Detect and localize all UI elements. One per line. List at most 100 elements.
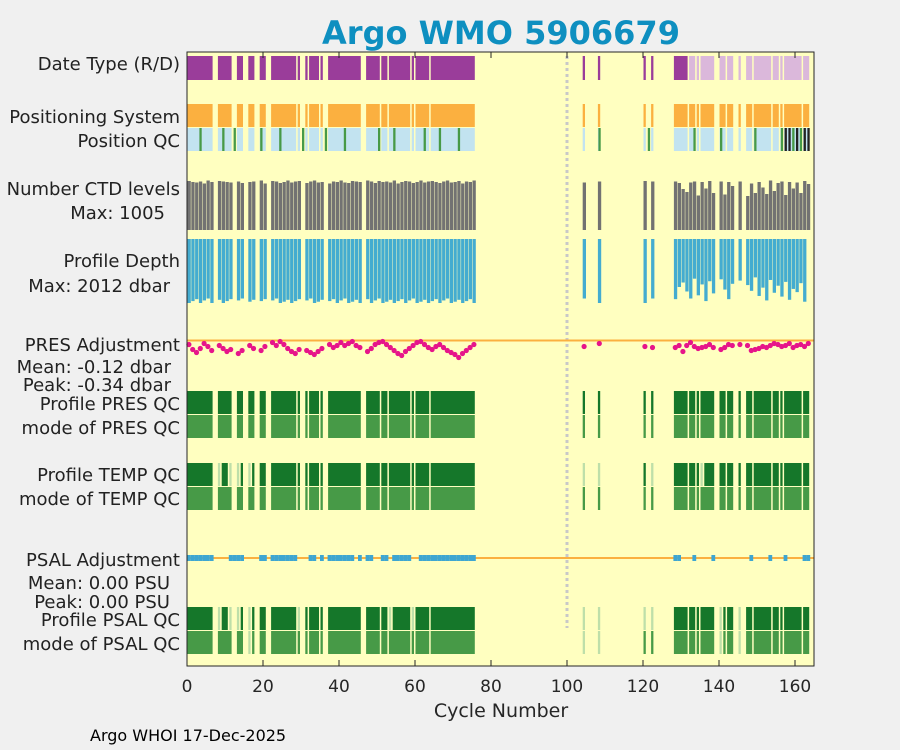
profile-depth-bar (791, 239, 795, 289)
psal-qc-bar (719, 607, 722, 630)
pres-mode-bar (673, 415, 688, 438)
profile-depth-bar (369, 239, 374, 303)
psal-qc-bar (252, 607, 255, 630)
psal-adjustment-point (270, 555, 275, 561)
ctd-levels-bar (689, 182, 693, 230)
chart-title: Argo WMO 5906679 (322, 14, 680, 52)
profile-depth-bar (339, 239, 343, 301)
pres-adjustment-point (380, 338, 386, 345)
ctd-levels-bar (347, 183, 351, 230)
date-type-bar (217, 56, 232, 80)
ctd-levels-bar (761, 187, 765, 230)
pres-mode-bar (597, 415, 601, 438)
pres-adjustment-point (410, 342, 416, 349)
profile-depth-bar (430, 239, 434, 302)
pres-adjustment-point (364, 348, 371, 355)
profile-depth-bar (799, 239, 803, 284)
positioning-bar (271, 104, 297, 127)
profile-depth-bar (407, 239, 412, 301)
profile-depth-bar (445, 239, 450, 299)
footer-credit: Argo WHOI 17-Dec-2025 (90, 726, 286, 745)
psal-qc-bar (217, 607, 221, 630)
profile-depth-bar (248, 239, 252, 302)
psal-adjustment-point (228, 555, 233, 561)
temp-mode-bar (366, 487, 380, 510)
ctd-levels-bar (708, 181, 712, 230)
temp-mode-bar (597, 487, 601, 510)
position-qc-flag (222, 128, 225, 151)
ctd-levels-bar (309, 181, 313, 230)
pres-qc-bar (259, 391, 266, 414)
positioning-bar (248, 104, 255, 127)
temp-mode-bar (803, 487, 810, 510)
pres-adjustment-point (319, 345, 325, 352)
psal-mode-bar (723, 631, 726, 654)
date-type-bar (187, 56, 213, 80)
temp-mode-bar (259, 487, 266, 510)
temp-qc-bar (673, 463, 688, 486)
note-ctd-max: Max: 1005 (70, 203, 165, 224)
ctd-levels-bar (377, 181, 381, 230)
pres-qc-bar (582, 391, 585, 414)
temp-qc-bar (643, 463, 646, 486)
psal-mode-bar (696, 631, 699, 654)
profile-depth-bar (252, 239, 256, 300)
pres-adjustment-point (418, 338, 424, 345)
pres-qc-bar (320, 391, 323, 414)
psal-qc-bar (259, 607, 266, 630)
pres-mode-bar (248, 415, 255, 438)
pres-adjustment-point (706, 341, 713, 348)
profile-depth-bar (198, 239, 203, 303)
psal-qc-bar (696, 607, 699, 630)
psal-adjustment-point (677, 555, 681, 561)
profile-depth-bar (708, 239, 712, 282)
ctd-levels-bar (202, 183, 206, 230)
psal-adjustment-point (236, 555, 241, 561)
profile-depth-bar (449, 239, 453, 303)
date-type-bar (803, 56, 810, 80)
psal-adjustment-point (274, 555, 279, 561)
pres-qc-bar (643, 391, 646, 414)
pres-mode-bar (582, 415, 585, 438)
temp-qc-bar (240, 463, 243, 486)
psal-mode-bar (217, 631, 232, 654)
ctd-levels-bar (723, 194, 727, 230)
positioning-bar (753, 104, 772, 127)
positioning-bar (320, 104, 323, 127)
psal-adjustment-point (768, 555, 773, 561)
profile-depth-bar (263, 239, 267, 300)
ctd-levels-bar (453, 182, 457, 230)
date-type-bar (271, 56, 297, 80)
profile-depth-bar (328, 239, 332, 302)
psal-qc-bar (430, 607, 475, 630)
temp-qc-bar (328, 463, 361, 486)
psal-mode-bar (772, 631, 779, 654)
psal-mode-bar (259, 631, 266, 654)
ctd-levels-bar (339, 180, 343, 230)
temp-mode-bar (772, 487, 779, 510)
ctd-levels-bar (643, 181, 647, 230)
positioning-bar (803, 104, 810, 127)
pres-adjustment-point (596, 340, 602, 347)
position-qc-bar (430, 128, 475, 151)
pres-adjustment-point (190, 346, 196, 353)
position-qc-flag (788, 128, 791, 151)
profile-depth-bar (768, 239, 773, 280)
temp-qc-bar (236, 463, 240, 486)
profile-depth-bar (795, 239, 799, 293)
pres-qc-bar (784, 391, 802, 414)
ctd-levels-bar (806, 184, 811, 230)
positioning-bar (772, 104, 779, 127)
positioning-bar (366, 104, 380, 127)
ctd-levels-bar (651, 181, 655, 230)
temp-mode-bar (236, 487, 243, 510)
temp-mode-bar (381, 487, 388, 510)
positioning-bar (259, 104, 266, 127)
ctd-levels-bar (727, 182, 731, 230)
profile-depth-bar (464, 239, 469, 302)
psal-qc-bar (780, 607, 783, 630)
date-type-bar (582, 56, 585, 80)
ctd-levels-bar (297, 181, 301, 230)
ctd-levels-bar (290, 182, 294, 230)
temp-qc-bar (271, 463, 297, 486)
